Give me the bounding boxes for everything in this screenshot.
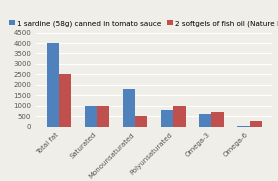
Bar — [59, 74, 71, 127]
Bar — [161, 110, 173, 127]
Bar — [250, 121, 262, 127]
Bar — [135, 116, 147, 127]
Bar — [173, 106, 185, 127]
Bar — [212, 112, 224, 127]
Legend: 1 sardine (58g) canned in tomato sauce, 2 softgels of fish oil (Nature Made): 1 sardine (58g) canned in tomato sauce, … — [8, 19, 278, 28]
Bar — [47, 43, 59, 127]
Bar — [85, 106, 97, 127]
Bar — [123, 89, 135, 127]
Bar — [199, 114, 212, 127]
Bar — [237, 126, 250, 127]
Bar — [97, 106, 109, 127]
